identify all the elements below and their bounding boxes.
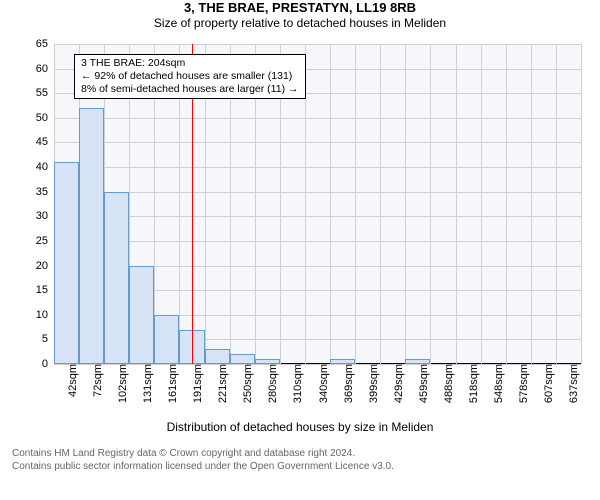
histogram-bar [205,349,230,364]
x-tick-label: 131sqm [142,364,154,403]
x-tick-label: 578sqm [518,364,530,403]
y-tick-label: 10 [36,309,54,321]
chart-figure: 3, THE BRAE, PRESTATYN, LL19 8RB Size of… [0,0,600,500]
x-tick-label: 637sqm [568,364,580,403]
x-axis-label: Distribution of detached houses by size … [0,420,600,434]
y-tick-label: 30 [36,210,54,222]
x-tick-label: 340sqm [318,364,330,403]
gridline-v [405,44,406,364]
x-tick-label: 72sqm [92,364,104,397]
footer-attrib: Contains HM Land Registry data © Crown c… [12,448,588,473]
gridline-h [54,216,581,217]
gridline-v [330,44,331,364]
gridline-v [355,44,356,364]
gridline-h [54,44,581,45]
gridline-h [54,192,581,193]
y-tick-label: 0 [42,358,54,370]
gridline-v [556,44,557,364]
x-tick-label: 42sqm [67,364,79,397]
histogram-bar [54,162,79,364]
footer-line-2: Contains public sector information licen… [12,461,588,474]
x-tick-label: 518sqm [468,364,480,403]
gridline-v [430,44,431,364]
x-tick-label: 548sqm [493,364,505,403]
gridline-v [531,44,532,364]
gridline-h [54,118,581,119]
x-tick-label: 607sqm [543,364,555,403]
y-tick-label: 50 [36,112,54,124]
y-tick-label: 15 [36,284,54,296]
histogram-bar [79,108,104,364]
y-tick-label: 5 [42,333,54,345]
annotation-box: 3 THE BRAE: 204sqm ← 92% of detached hou… [74,54,306,99]
gridline-v [380,44,381,364]
y-tick-label: 20 [36,260,54,272]
gridline-v [481,44,482,364]
x-tick-label: 310sqm [292,364,304,403]
y-tick-label: 45 [36,136,54,148]
y-tick-label: 35 [36,186,54,198]
x-tick-label: 250sqm [242,364,254,403]
x-tick-label: 221sqm [217,364,229,403]
x-tick-label: 161sqm [167,364,179,403]
annotation-line-2: ← 92% of detached houses are smaller (13… [81,70,299,83]
gridline-h [54,241,581,242]
annotation-line-1: 3 THE BRAE: 204sqm [81,57,299,70]
footer-line-1: Contains HM Land Registry data © Crown c… [12,448,588,461]
annotation-line-3: 8% of semi-detached houses are larger (1… [81,83,299,96]
chart-title: 3, THE BRAE, PRESTATYN, LL19 8RB [0,0,600,16]
x-tick-label: 280sqm [267,364,279,403]
y-tick-label: 40 [36,161,54,173]
x-tick-label: 369sqm [343,364,355,403]
x-tick-label: 429sqm [393,364,405,403]
gridline-h [54,142,581,143]
gridline-v [456,44,457,364]
chart-subtitle: Size of property relative to detached ho… [0,16,600,30]
y-tick-label: 25 [36,235,54,247]
histogram-bar [154,315,179,364]
histogram-bar [104,192,129,364]
x-tick-label: 399sqm [368,364,380,403]
x-tick-label: 488sqm [443,364,455,403]
gridline-h [54,167,581,168]
gridline-v [506,44,507,364]
x-tick-label: 191sqm [192,364,204,403]
y-tick-label: 60 [36,63,54,75]
gridline-v [581,44,582,364]
histogram-bar [230,354,255,364]
x-tick-label: 459sqm [418,364,430,403]
y-tick-label: 65 [36,38,54,50]
histogram-bar [129,266,154,364]
y-tick-label: 55 [36,87,54,99]
x-tick-label: 102sqm [117,364,129,403]
